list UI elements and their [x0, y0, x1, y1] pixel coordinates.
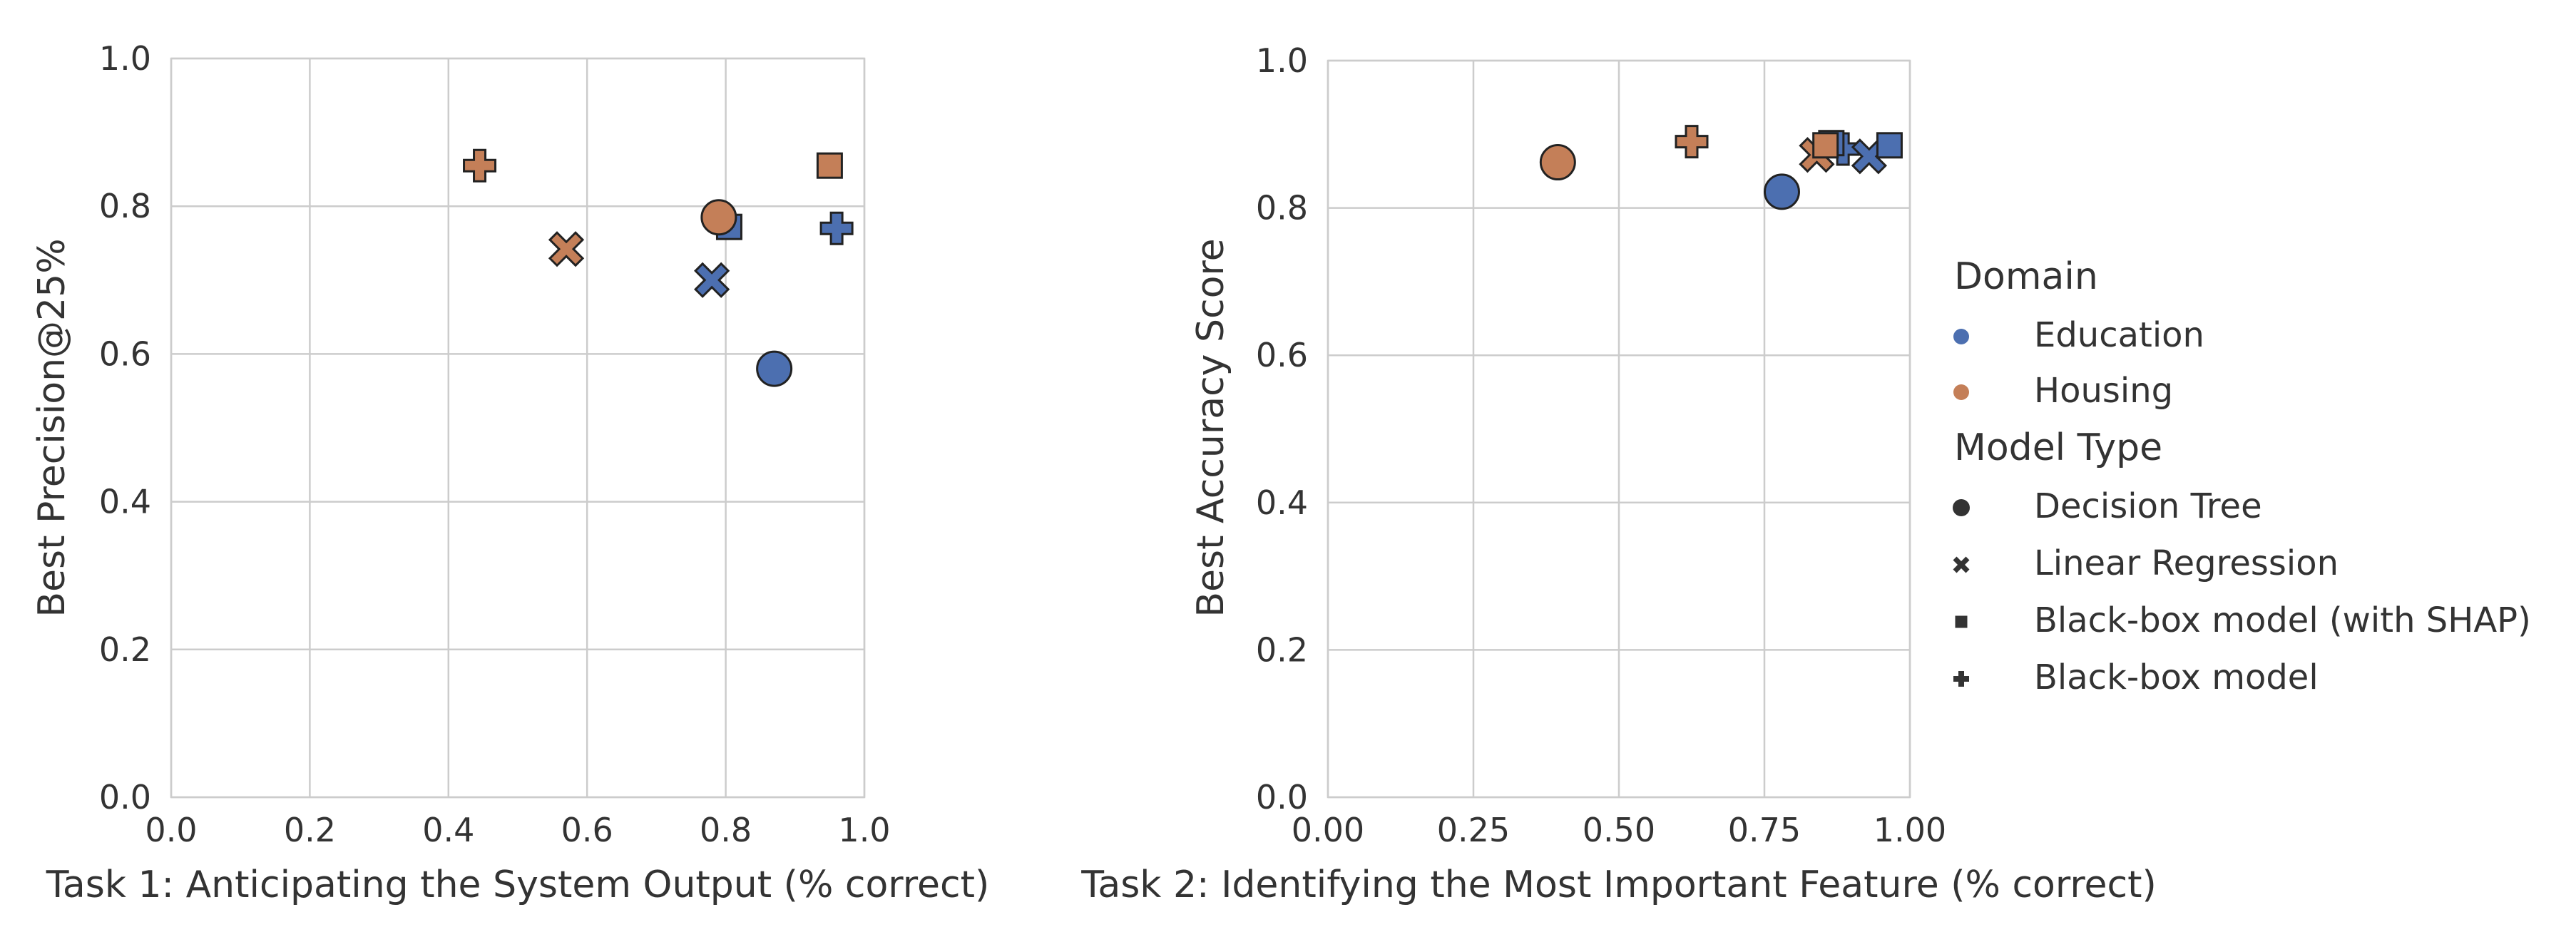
- y-tick-label: 0.0: [99, 778, 151, 816]
- point-housing-black-box-model: [463, 148, 497, 183]
- y-tick-label: 1.0: [1256, 41, 1308, 80]
- legend-marker-black-box-shap: [1955, 615, 1968, 628]
- x-tick-label: 0.50: [1583, 811, 1655, 849]
- legend-marker-decision-tree: [1953, 499, 1970, 516]
- legend-marker-black-box: [1953, 671, 1969, 687]
- point-housing-linear-regression: [548, 231, 585, 267]
- x-axis-label: Task 2: Identifying the Most Important F…: [1080, 864, 2157, 906]
- x-tick-label: 0.0: [145, 811, 197, 849]
- plus-icon: [1953, 671, 1969, 687]
- plot-frame: [1327, 59, 1911, 799]
- x-axis-label: Task 1: Anticipating the System Output (…: [46, 864, 990, 906]
- chart-task1: 0.0 0.2 0.4 0.6 0.8 1.0 0.0 0.2 0.4 0.6 0.8 1.0 Task…: [31, 39, 989, 906]
- square-icon: [1955, 615, 1968, 628]
- legend-label-black-box: Black-box model: [2034, 657, 2319, 697]
- legend-label-black-box-shap: Black-box model (with SHAP): [2034, 600, 2531, 640]
- x-tick-label: 0.2: [284, 811, 336, 849]
- y-tick-label: 0.6: [99, 334, 151, 373]
- legend-marker-linear-regression: [1953, 556, 1970, 573]
- x-tick-label: 0.6: [561, 811, 613, 849]
- circle-icon: [1953, 499, 1970, 516]
- plot-frame: [170, 57, 866, 799]
- y-axis-label: Best Accuracy Score: [1190, 238, 1232, 617]
- y-tick-label: 0.6: [1256, 336, 1308, 374]
- point-housing-decision-tree: [700, 199, 737, 236]
- point-housing-decision-tree: [1539, 144, 1576, 181]
- point-housing-black-box-model-with-shap: [1812, 132, 1839, 159]
- point-education-linear-regression: [694, 262, 730, 298]
- legend-label-education: Education: [2034, 315, 2204, 355]
- chart-task2: 0.00 0.25 0.50 0.75 1.00 0.0 0.2 0.4 0.6 0.8 1.0 Ta…: [1080, 41, 2157, 906]
- legend-label-decision-tree: Decision Tree: [2034, 486, 2262, 526]
- point-education-decision-tree: [756, 350, 793, 387]
- x-tick-label: 1.0: [838, 811, 890, 849]
- point-housing-black-box-model-with-shap: [816, 152, 843, 179]
- x-tick-label: 1.00: [1874, 811, 1946, 849]
- x-tick-label: 0.75: [1728, 811, 1801, 849]
- y-tick-label: 0.8: [1256, 189, 1308, 227]
- point-education-black-box-model-with-shap: [1876, 132, 1903, 159]
- y-tick-label: 0.4: [1256, 483, 1308, 522]
- y-tick-label: 0.2: [99, 630, 151, 669]
- legend: Domain Education Housing Model Type Deci…: [1953, 255, 2531, 697]
- point-education-black-box-model: [819, 211, 854, 245]
- x-tick-label: 0.4: [422, 811, 474, 849]
- x-icon: [1953, 556, 1970, 573]
- legend-marker-education: [1953, 329, 1969, 344]
- x-tick-label: 0.00: [1292, 811, 1364, 849]
- y-tick-label: 0.2: [1256, 630, 1308, 669]
- y-tick-label: 0.8: [99, 187, 151, 225]
- y-axis-label: Best Precision@25%: [31, 238, 73, 617]
- point-housing-black-box-model: [1675, 125, 1709, 159]
- y-tick-label: 0.4: [99, 483, 151, 521]
- legend-title-model-type: Model Type: [1954, 426, 2162, 469]
- legend-marker-housing: [1953, 384, 1969, 400]
- point-education-decision-tree: [1763, 173, 1800, 210]
- legend-label-linear-regression: Linear Regression: [2034, 543, 2339, 583]
- x-tick-label: 0.25: [1437, 811, 1510, 849]
- x-tick-label: 0.8: [700, 811, 752, 849]
- legend-label-housing: Housing: [2034, 371, 2173, 411]
- y-tick-label: 0.0: [1256, 778, 1308, 816]
- legend-title-domain: Domain: [1954, 255, 2098, 298]
- y-tick-label: 1.0: [99, 39, 151, 78]
